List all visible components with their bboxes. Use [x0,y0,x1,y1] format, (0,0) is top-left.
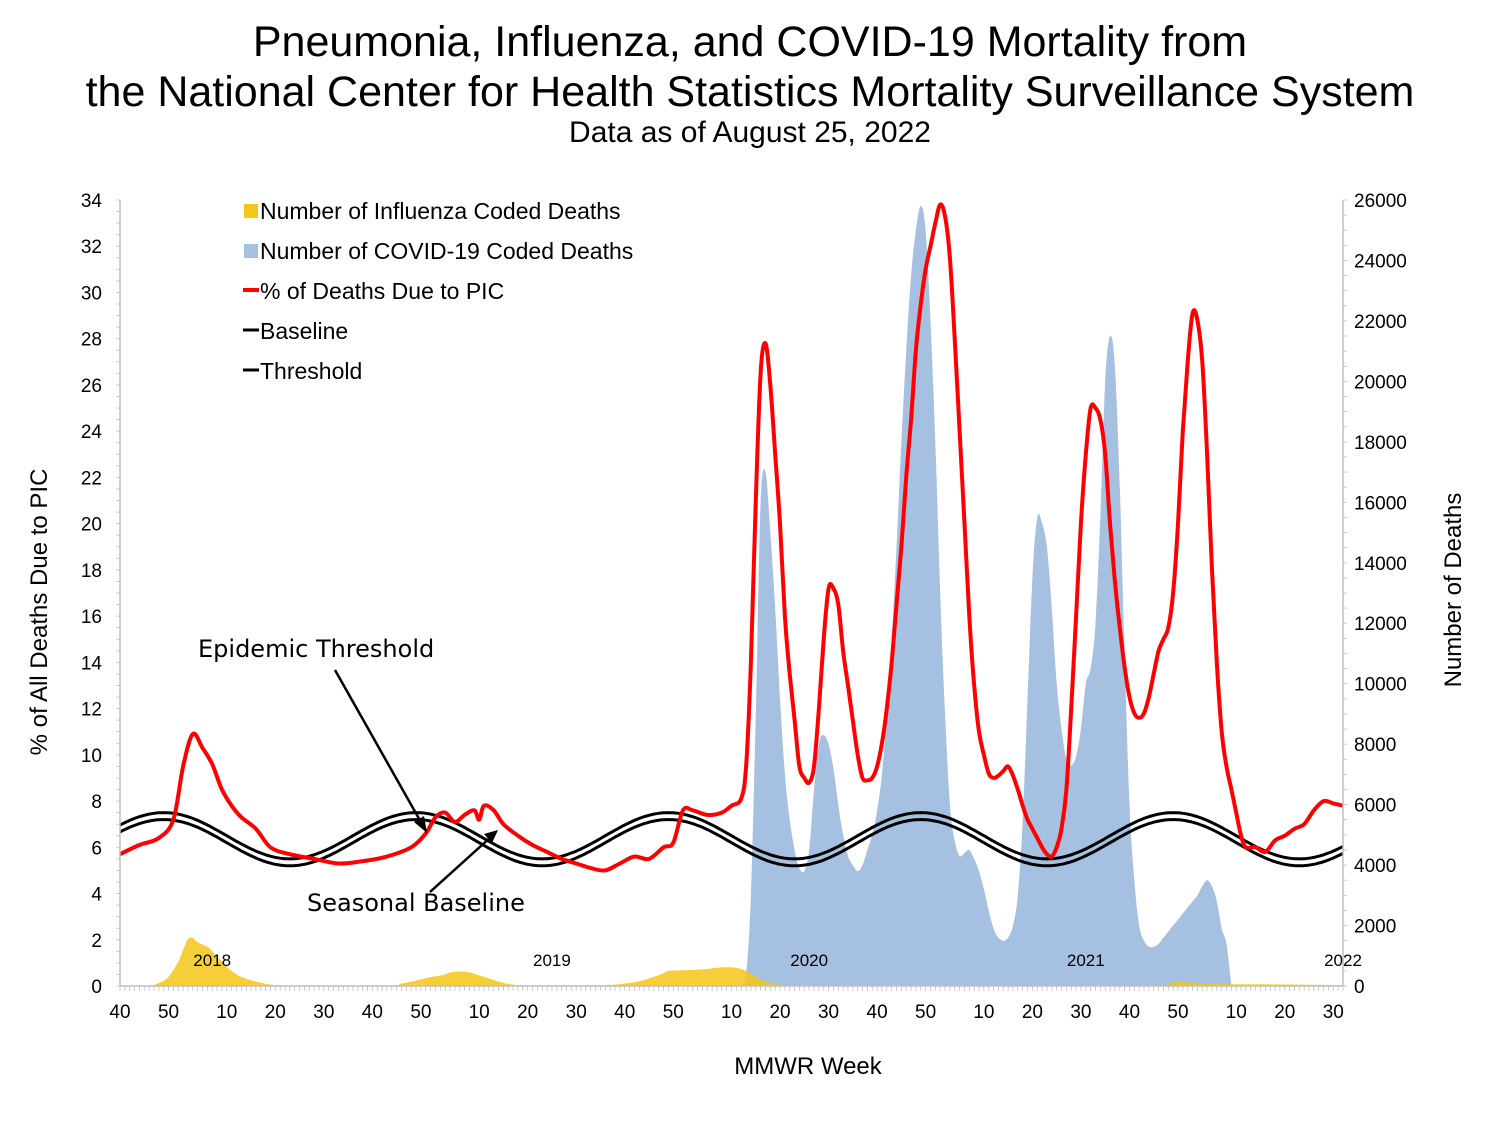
y-right-tick-label: 2000 [1354,917,1396,938]
y-left-tick-label: 30 [81,283,102,304]
y-right-tick-label: 4000 [1354,856,1396,877]
x-tick-label: 30 [1070,1002,1091,1023]
y-left-tick-label: 18 [81,561,102,582]
y-left-tick-label: 20 [81,515,102,536]
legend-swatch-covid [244,244,258,258]
line-layer [119,202,1344,873]
y-left-tick-label: 28 [81,330,102,351]
legend-label-influenza: Number of Influenza Coded Deaths [260,198,621,224]
annotation-seasonal-baseline-arrowhead [484,830,498,843]
y-left-tick-label: 4 [91,885,102,906]
x-tick-label: 30 [566,1002,587,1023]
y-left-tick-label: 2 [91,931,102,952]
x-tick-label: 40 [109,1002,130,1023]
x-tick-label: 40 [867,1002,888,1023]
x-tick-label: 30 [313,1002,334,1023]
y-left-tick-label: 8 [91,792,102,813]
y-left-tick-label: 16 [81,607,102,628]
year-label: 2018 [193,951,231,970]
y-left-tick-label: 24 [81,422,103,443]
y-axis-right-label: Number of Deaths [1440,493,1467,688]
x-tick-label: 40 [362,1002,383,1023]
x-axis-label: MMWR Week [734,1053,883,1080]
year-label: 2019 [533,951,571,970]
x-tick-label: 40 [1119,1002,1140,1023]
x-tick-label: 50 [915,1002,936,1023]
x-tick-label: 50 [663,1002,684,1023]
y-right-tick-label: 26000 [1354,191,1407,212]
year-label: 2021 [1067,951,1105,970]
legend-label-threshold: Threshold [260,358,362,384]
pic-percent-line [119,202,1344,873]
x-tick-label: 20 [265,1002,286,1023]
threshold-line [119,811,1344,861]
influenza-deaths-area [120,937,1343,986]
x-tick-label: 10 [216,1002,237,1023]
year-label: 2020 [790,951,828,970]
annotation-epidemic-threshold-arrowhead [414,816,427,833]
x-tick-label: 50 [1167,1002,1188,1023]
x-tick-label: 10 [973,1002,994,1023]
y-left-tick-label: 32 [81,237,102,258]
y-right-tick-label: 22000 [1354,312,1407,333]
x-tick-label: 20 [769,1002,790,1023]
area-layer [120,206,1343,986]
chart-subtitle: Data as of August 25, 2022 [569,116,931,149]
x-tick-label: 20 [1022,1002,1043,1023]
y-left-tick-label: 10 [81,746,102,767]
x-tick-label: 30 [818,1002,839,1023]
y-right-tick-label: 16000 [1354,493,1407,514]
legend-label-pic: % of Deaths Due to PIC [260,278,504,304]
y-right-tick-label: 8000 [1354,735,1396,756]
x-tick-label: 50 [158,1002,179,1023]
annotation-seasonal-baseline: Seasonal Baseline [307,889,525,917]
legend: Number of Influenza Coded Deaths Number … [243,198,633,384]
y-left-tick-label: 22 [81,468,102,489]
y-right-tick-label: 18000 [1354,433,1407,454]
y-left-tick-label: 0 [91,977,102,998]
x-tick-label: 10 [469,1002,490,1023]
y-right-tick-label: 10000 [1354,675,1407,696]
y-left-tick-label: 34 [81,191,103,212]
x-tick-label: 20 [517,1002,538,1023]
x-tick-label: 20 [1274,1002,1295,1023]
chart-title-line2: the National Center for Health Statistic… [86,68,1415,116]
x-tick-label: 10 [721,1002,742,1023]
x-tick-label: 10 [1226,1002,1247,1023]
y-left-tick-label: 6 [91,838,102,859]
annotation-epidemic-threshold-arrow [333,669,424,825]
y-right-tick-label: 14000 [1354,554,1407,575]
annotation-seasonal-baseline-arrow [429,835,493,893]
legend-swatch-influenza [244,204,258,218]
y-right-tick-label: 24000 [1354,251,1407,272]
y-right-tick-label: 12000 [1354,614,1407,635]
baseline-line [119,818,1344,868]
y-left-tick-label: 12 [81,700,102,721]
y-right-tick-label: 20000 [1354,372,1407,393]
y-right-tick-label: 0 [1354,977,1365,998]
y-axis-left-label: % of All Deaths Due to PIC [26,469,53,756]
annotations: Epidemic Threshold Seasonal Baseline [198,635,525,917]
chart-title-line1: Pneumonia, Influenza, and COVID-19 Morta… [253,18,1247,66]
x-tick-label: 30 [1323,1002,1344,1023]
legend-label-baseline: Baseline [260,318,348,344]
annotation-epidemic-threshold: Epidemic Threshold [198,635,434,663]
x-tick-label: 50 [410,1002,431,1023]
y-left-tick-label: 14 [81,653,103,674]
year-label: 2022 [1324,951,1362,970]
covid-deaths-area [741,206,1232,986]
legend-label-covid: Number of COVID-19 Coded Deaths [260,238,633,264]
axes-layer: 0246810121416182022242628303234020004000… [81,191,1407,1023]
x-tick-label: 40 [614,1002,635,1023]
y-left-tick-label: 26 [81,376,102,397]
y-right-tick-label: 6000 [1354,796,1396,817]
